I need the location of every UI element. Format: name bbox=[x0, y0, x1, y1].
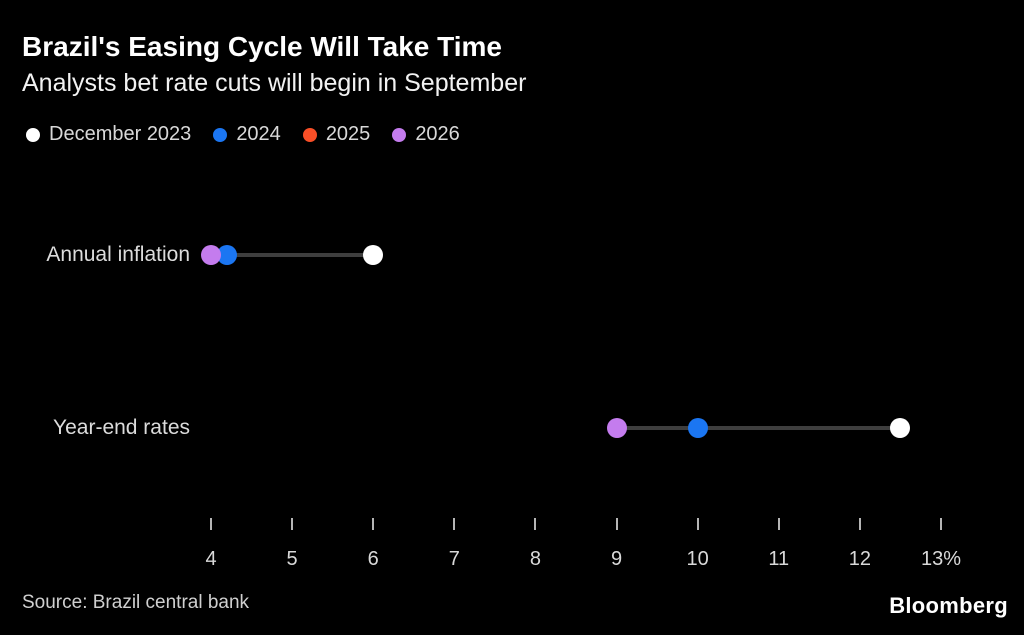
legend-dot-2026-icon bbox=[392, 127, 407, 142]
data-point-year-end-rates-2026 bbox=[606, 418, 627, 438]
axis-tick-label: 4 bbox=[205, 548, 217, 570]
axis-tick bbox=[615, 518, 618, 530]
axis-tick-label: 6 bbox=[367, 548, 379, 570]
axis-tick-label: 9 bbox=[610, 548, 623, 570]
legend-item-2025: 2025 bbox=[302, 123, 371, 146]
axis-tick bbox=[858, 518, 861, 530]
axis-tick-label: 10 bbox=[686, 548, 709, 570]
axis-tick bbox=[534, 518, 537, 530]
legend-item-2026: 2026 bbox=[392, 123, 460, 146]
data-point-year-end-rates-december-2023 bbox=[890, 418, 911, 438]
axis-tick-label: 13% bbox=[920, 548, 961, 570]
legend-item-december-2023: December 2023 bbox=[26, 123, 191, 146]
source-note: Source: Brazil central bank bbox=[22, 592, 250, 613]
axis-tick bbox=[453, 518, 456, 530]
chart-title: Brazil's Easing Cycle Will Take Time bbox=[22, 31, 503, 62]
axis-tick-label: 11 bbox=[768, 548, 790, 570]
axis-tick bbox=[777, 518, 780, 530]
axis-tick bbox=[210, 518, 212, 530]
connector-line bbox=[211, 253, 374, 257]
axis-tick bbox=[372, 518, 375, 530]
axis-tick-label: 7 bbox=[448, 548, 460, 570]
axis-tick-label: 12 bbox=[848, 548, 871, 570]
legend-dot-2024-icon bbox=[213, 127, 228, 142]
legend-label: 2025 bbox=[325, 123, 371, 145]
chart-subtitle: Analysts bet rate cuts will begin in Sep… bbox=[22, 69, 527, 97]
bloomberg-logo: Bloomberg bbox=[889, 593, 1008, 618]
data-point-year-end-rates-2024 bbox=[687, 418, 708, 438]
axis-tick bbox=[291, 518, 294, 530]
data-point-annual-inflation-2024 bbox=[217, 245, 238, 265]
axis-tick bbox=[939, 518, 942, 530]
legend-dot-2025-icon bbox=[302, 127, 317, 142]
legend-label: 2024 bbox=[236, 123, 281, 145]
data-point-annual-inflation-december-2023 bbox=[363, 245, 384, 265]
axis-tick-label: 8 bbox=[529, 548, 541, 570]
legend-item-2024: 2024 bbox=[213, 123, 281, 146]
data-point-annual-inflation-2026 bbox=[201, 245, 221, 265]
connector-line bbox=[616, 426, 901, 430]
legend-label: December 2023 bbox=[49, 123, 192, 145]
legend: December 2023 2024 2025 2026 bbox=[26, 123, 460, 146]
axis-tick bbox=[696, 518, 699, 530]
row-label-annual-inflation: Annual inflation bbox=[46, 243, 190, 266]
legend-dot-december-2023-icon bbox=[26, 127, 40, 142]
legend-label: 2026 bbox=[415, 123, 460, 145]
axis-tick-label: 5 bbox=[286, 548, 298, 570]
row-label-year-end-rates: Year-end rates bbox=[53, 416, 190, 439]
